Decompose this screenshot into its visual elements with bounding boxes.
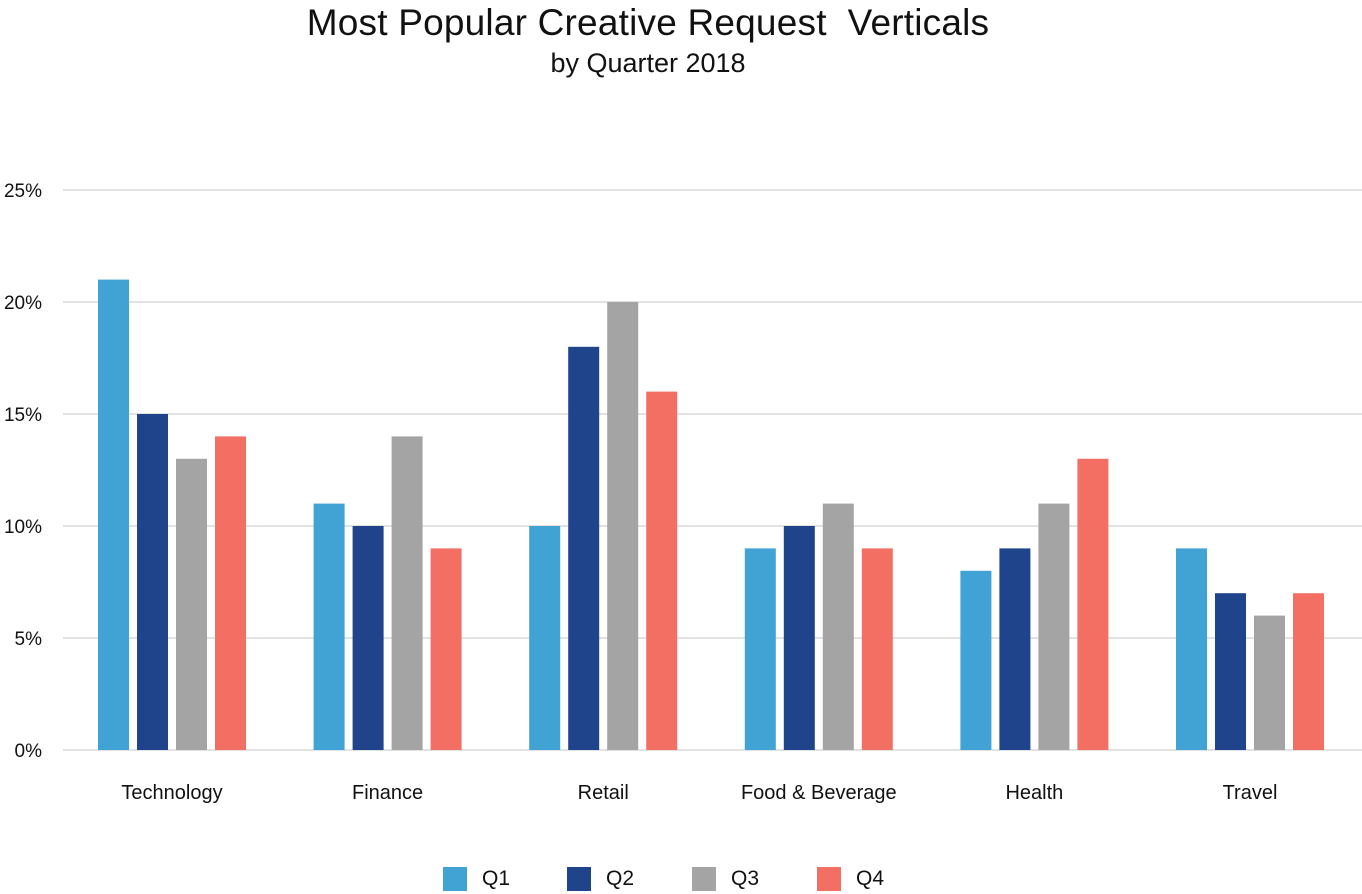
y-tick-label: 25% (4, 181, 42, 202)
legend-label: Q2 (606, 867, 635, 890)
x-category-label: Health (1005, 782, 1063, 804)
legend-swatch (817, 867, 841, 891)
bar-q3 (607, 302, 639, 750)
bar-q2 (352, 526, 384, 750)
y-tick-label: 5% (15, 629, 43, 650)
bar-q4 (215, 436, 246, 750)
legend-swatch (692, 867, 716, 891)
bar-q1 (529, 526, 561, 750)
bar-q4 (861, 548, 893, 750)
bar-q3 (391, 436, 423, 750)
bar-q4 (1077, 458, 1109, 750)
bar-q2 (568, 346, 600, 750)
x-axis-categories: Technology Finance Retail Food & Beverage He… (121, 782, 1277, 804)
bar-q1 (1176, 548, 1207, 750)
gridlines (63, 189, 1362, 751)
y-axis-ticks: 0% 5% 10% 15% 20% 25% (4, 181, 42, 762)
bar-q1 (744, 548, 776, 750)
chart-subtitle: by Quarter 2018 (550, 48, 746, 78)
bar-q3 (176, 458, 207, 750)
bar-q1 (313, 503, 345, 750)
bars (98, 279, 1324, 750)
bar-q4 (646, 391, 678, 750)
y-tick-label: 0% (15, 741, 43, 762)
x-category-label: Retail (578, 782, 629, 804)
bar-q4 (430, 548, 462, 750)
legend-label: Q1 (482, 867, 511, 890)
x-category-label: Travel (1223, 782, 1278, 804)
bar-q2 (1215, 593, 1246, 750)
legend-item-q2: Q2 (567, 866, 634, 892)
chart-legend: Q1 Q2 Q3 Q4 (0, 866, 1362, 894)
x-category-label: Food & Beverage (741, 782, 897, 804)
bar-q3 (822, 503, 854, 750)
bar-q3 (1254, 615, 1285, 750)
y-tick-label: 10% (4, 517, 42, 538)
bar-q4 (1293, 593, 1324, 750)
bar-q2 (137, 414, 168, 750)
legend-label: Q4 (856, 867, 885, 890)
legend-item-q3: Q3 (692, 866, 759, 892)
bar-q1 (960, 570, 992, 750)
bar-q2 (783, 526, 815, 750)
y-tick-label: 20% (4, 293, 42, 314)
chart-title: Most Popular Creative Request Verticals (306, 2, 990, 43)
legend-swatch (443, 867, 467, 891)
x-category-label: Finance (352, 782, 423, 804)
bar-q2 (999, 548, 1031, 750)
x-category-label: Technology (121, 782, 222, 804)
bar-q3 (1038, 503, 1070, 750)
legend-label: Q3 (731, 867, 760, 890)
legend-item-q4: Q4 (817, 866, 884, 892)
y-tick-label: 15% (4, 405, 42, 426)
bar-chart: 0% 5% 10% 15% 20% 25% Technology Finance Retail… (4, 181, 1362, 804)
bar-q1 (98, 279, 129, 750)
legend-item-q1: Q1 (443, 866, 510, 892)
legend-swatch (567, 867, 591, 891)
